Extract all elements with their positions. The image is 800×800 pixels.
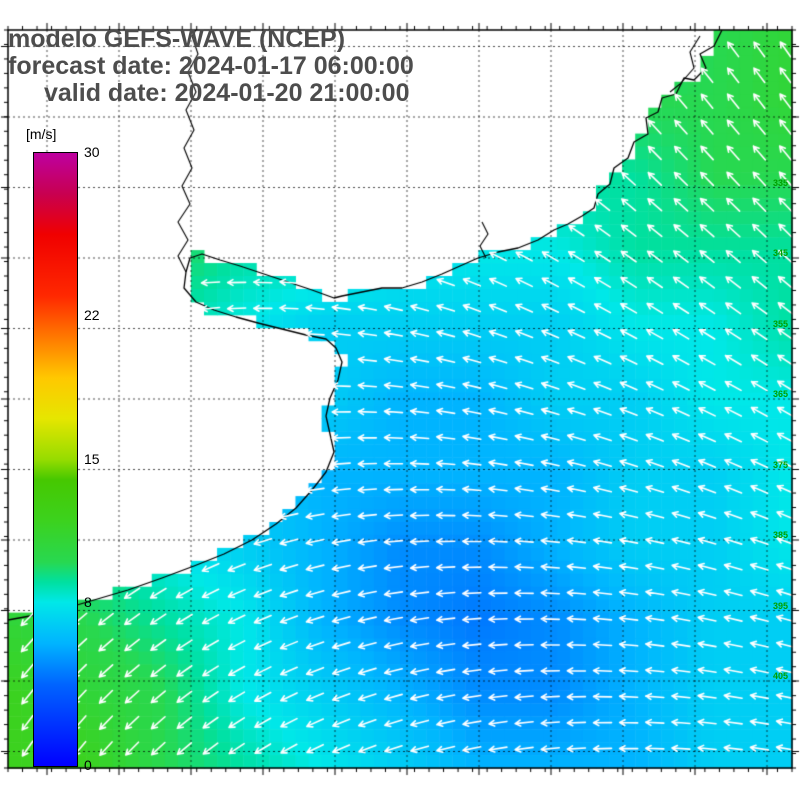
colorbar-tick-label: 30 <box>84 144 100 160</box>
colorbar-tick-label: 8 <box>84 593 92 610</box>
latitude-label: 365 <box>772 389 788 399</box>
colorbar-units-label: [m/s] <box>26 126 57 142</box>
colorbar-tick-label: 0 <box>84 757 92 773</box>
latitude-label: 375 <box>772 459 788 470</box>
latitude-label: 395 <box>772 600 788 611</box>
forecast-date-label: forecast date: 2024-01-17 06:00:00 <box>8 52 414 80</box>
latitude-label: 355 <box>772 318 788 329</box>
colorbar-tick-label: 22 <box>84 307 100 324</box>
chart-titles: modelo GEFS-WAVE (NCEP) forecast date: 2… <box>8 26 414 107</box>
latitude-label: 405 <box>772 671 788 681</box>
latitude-label: 345 <box>772 248 788 258</box>
latitude-label: 335 <box>772 177 788 188</box>
colorbar-gradient <box>33 152 78 767</box>
latitude-label: 385 <box>772 530 788 540</box>
valid-date-label: valid date: 2024-01-20 21:00:00 <box>44 79 410 107</box>
colorbar-tick-label: 15 <box>84 450 100 467</box>
model-title: modelo GEFS-WAVE (NCEP) <box>8 25 346 53</box>
